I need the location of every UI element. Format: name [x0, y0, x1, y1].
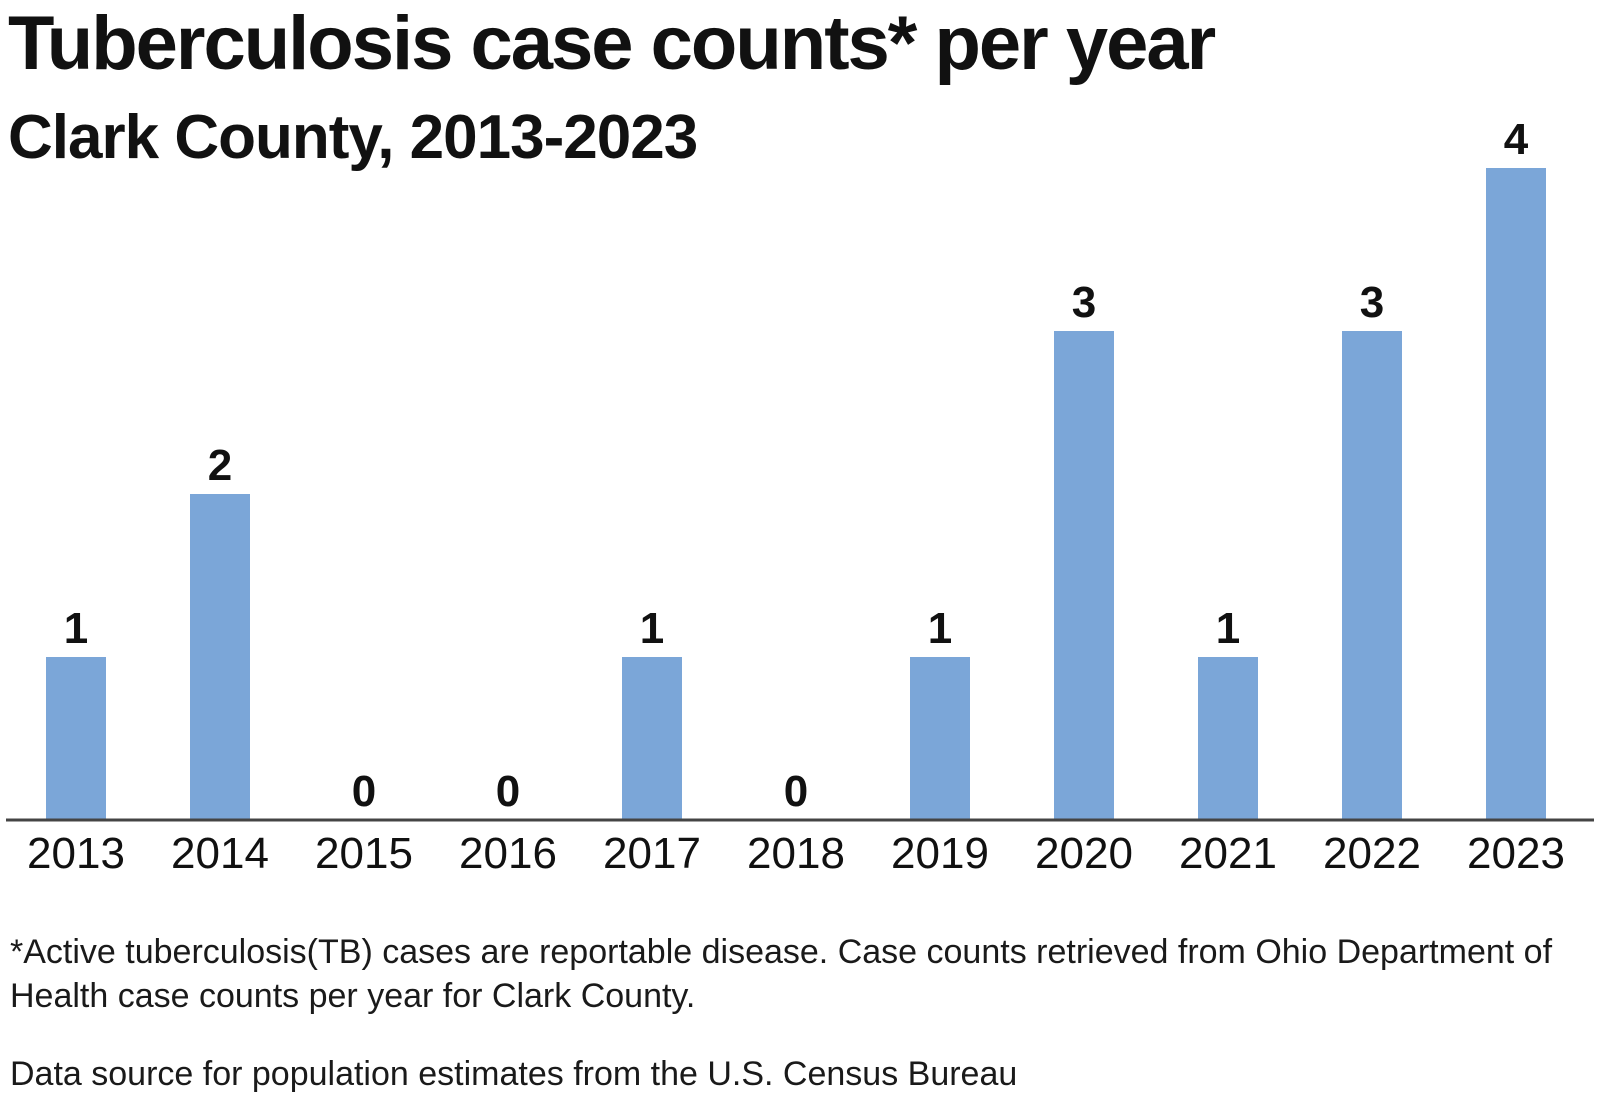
bar-2023	[1486, 168, 1546, 820]
x-tick-label-2014: 2014	[171, 829, 269, 878]
bar-2019	[910, 657, 970, 820]
x-tick-label-2013: 2013	[27, 829, 125, 878]
x-tick-labels-group: 2013 2014 2015 2016 2017 2018 2019 2020 2021 2022…	[27, 829, 1565, 878]
bar-2022	[1342, 331, 1402, 820]
bar-2020	[1054, 331, 1114, 820]
x-tick-label-2022: 2022	[1323, 829, 1421, 878]
data-source-note: Data source for population estimates fro…	[10, 1055, 1018, 1093]
chart-title: Tuberculosis case counts* per year	[8, 1, 1216, 86]
x-tick-label-2015: 2015	[315, 829, 413, 878]
bars-group	[46, 168, 1546, 820]
x-tick-label-2021: 2021	[1179, 829, 1277, 878]
value-label-2016: 0	[496, 767, 520, 816]
value-labels-group: 1 2 0 0 1 0 1 3 1 3 4	[64, 115, 1529, 816]
bar-2014	[190, 494, 250, 820]
x-tick-label-2020: 2020	[1035, 829, 1133, 878]
value-label-2022: 3	[1360, 278, 1384, 327]
value-label-2015: 0	[352, 767, 376, 816]
value-label-2018: 0	[784, 767, 808, 816]
value-label-2013: 1	[64, 604, 88, 653]
x-tick-label-2018: 2018	[747, 829, 845, 878]
x-tick-label-2016: 2016	[459, 829, 557, 878]
footnote: *Active tuberculosis(TB) cases are repor…	[10, 933, 1553, 1015]
bar-2013	[46, 657, 106, 820]
chart-subtitle: Clark County, 2013-2023	[8, 103, 698, 172]
value-label-2019: 1	[928, 604, 952, 653]
value-label-2014: 2	[208, 441, 232, 490]
x-tick-label-2019: 2019	[891, 829, 989, 878]
bar-chart: 1 2 0 0 1 0 1 3 1 3 4 2013 2014 2015 2016 2017 2018 2019…	[6, 115, 1594, 878]
x-tick-label-2017: 2017	[603, 829, 701, 878]
value-label-2023: 4	[1504, 115, 1529, 164]
bar-2017	[622, 657, 682, 820]
value-label-2021: 1	[1216, 604, 1240, 653]
bar-2021	[1198, 657, 1258, 820]
value-label-2017: 1	[640, 604, 664, 653]
x-tick-label-2023: 2023	[1467, 829, 1565, 878]
value-label-2020: 3	[1072, 278, 1096, 327]
